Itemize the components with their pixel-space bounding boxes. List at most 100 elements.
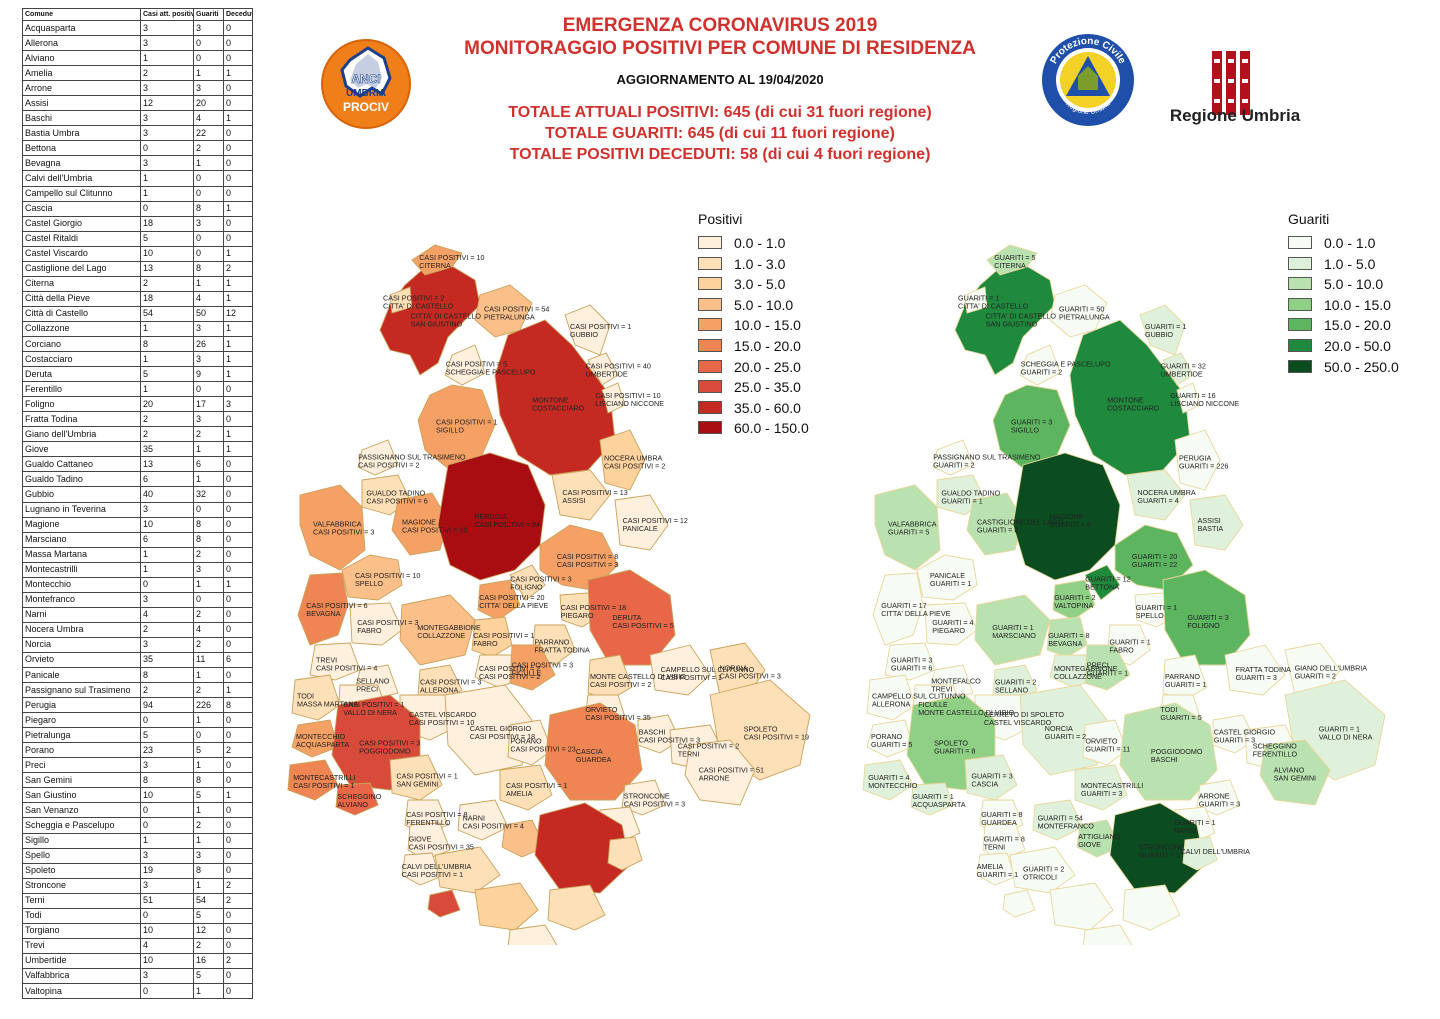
cell-comune: Marsciano — [22, 531, 141, 548]
guariti-municipality-lisciano — [932, 439, 974, 476]
cell-guariti: 5 — [193, 907, 224, 924]
page-title: EMERGENZA CORONAVIRUS 2019 — [562, 15, 878, 36]
guariti-label: CITTA' DI CASTELLO — [958, 302, 1029, 311]
cell-positivi: 8 — [140, 772, 194, 789]
positivi-label: CASI POSITIVI = 18 — [470, 732, 535, 741]
guariti-label: GUARITI = 5 — [888, 528, 929, 537]
guariti-label: CASTEL VISCARDO — [984, 718, 1052, 727]
table-row: Todi 0 5 0 — [22, 907, 253, 924]
positivi-label: SCHEGGINO — [337, 792, 381, 801]
table-row: Stroncone 3 1 2 — [22, 877, 253, 894]
cell-guariti: 2 — [193, 426, 224, 443]
guariti-label: GUARITI = 12 — [1085, 574, 1130, 583]
legend-swatch — [1288, 318, 1312, 332]
cell-guariti: 1 — [193, 65, 224, 82]
cell-deceduti: 0 — [223, 847, 253, 864]
cell-positivi: 3 — [140, 155, 194, 172]
guariti-label: GUARITI = 2 — [933, 460, 974, 469]
cell-deceduti: 0 — [223, 140, 253, 157]
cell-guariti: 50 — [193, 305, 224, 322]
table-row: Gubbio 40 32 0 — [22, 486, 253, 503]
cell-positivi: 5 — [140, 366, 194, 383]
cell-guariti: 1 — [193, 832, 224, 849]
cell-comune: Montecchio — [22, 576, 141, 593]
column-header-guariti: Guariti — [193, 8, 224, 21]
table-row: Amelia 2 1 1 — [22, 65, 253, 82]
legend-swatch — [698, 359, 722, 373]
guariti-label: PORANO — [871, 732, 903, 741]
table-row: Baschi 3 4 1 — [22, 110, 253, 127]
cell-positivi: 10 — [140, 516, 194, 533]
positivi-municipality-cascia — [684, 739, 756, 806]
anci-umbria-prociv-logo: ANCI UMBRIA PROCIV — [321, 39, 411, 129]
positivi-municipality-narni — [474, 882, 539, 931]
positivi-label: CASI POSITIVI = 94 — [475, 520, 540, 529]
cell-guariti: 0 — [193, 245, 224, 262]
guariti-municipality-narni — [1049, 882, 1114, 931]
positivi-label: NARNI — [463, 813, 485, 822]
guariti-label: CITERNA — [994, 261, 1026, 270]
positivi-municipality-porano — [335, 782, 379, 816]
cell-positivi: 3 — [140, 636, 194, 653]
positivi-label: ARRONE — [699, 774, 730, 783]
cell-comune: Spello — [22, 847, 141, 864]
positivi-label: TREVI — [316, 656, 337, 665]
table-row: Panicale 8 1 0 — [22, 667, 253, 684]
cell-deceduti: 0 — [223, 35, 253, 52]
cell-deceduti: 0 — [223, 907, 253, 924]
cell-deceduti: 6 — [223, 651, 253, 669]
cell-guariti: 12 — [193, 922, 224, 939]
cell-comune: Stroncone — [22, 877, 141, 894]
positivi-label: CASI POSITIVI = 3 — [313, 528, 374, 537]
positivi-label: CASI POSITIVI = 2 — [678, 742, 739, 751]
positivi-municipality-scheggia — [564, 304, 611, 356]
legend-swatch — [698, 318, 722, 332]
guariti-label: CASCIA — [971, 780, 998, 789]
cell-deceduti: 0 — [223, 80, 253, 97]
legend-positivi: Positivi 0.0 - 1.0 1.0 - 3.0 3.0 - 5.0 5.0 … — [698, 211, 838, 441]
cell-comune: Assisi — [22, 95, 141, 112]
table-row: Foligno 20 17 3 — [22, 396, 253, 413]
positivi-municipality-scheggino — [621, 779, 666, 816]
positivi-label: CITTA' DELLA PIEVE — [479, 601, 548, 610]
legend-swatch — [1288, 236, 1312, 249]
cell-comune: Piegaro — [22, 712, 141, 729]
cell-guariti: 3 — [193, 561, 224, 578]
guariti-municipality-scheggino — [1196, 779, 1241, 816]
cell-deceduti: 1 — [223, 110, 253, 127]
cell-comune: San Gemini — [22, 772, 141, 789]
guariti-label: SAN GEMINI — [1274, 774, 1316, 783]
cell-deceduti: 0 — [223, 486, 253, 503]
positivi-municipality-costacciaro — [587, 352, 619, 386]
legend-swatch — [698, 400, 722, 414]
positivi-label: DERUTA — [612, 613, 641, 622]
positivi-municipality-san-giustino — [411, 244, 463, 276]
cell-deceduti: 0 — [223, 817, 253, 834]
positivi-label: TERNI — [678, 750, 700, 759]
table-row: Bettona 0 2 0 — [22, 140, 253, 157]
cell-deceduti: 1 — [223, 441, 253, 458]
positivi-label: ASSISI — [562, 496, 585, 505]
guariti-label: GUARITI = 8 — [981, 810, 1022, 819]
table-header-row: Comune Casi att. positivi Guariti Decedu… — [22, 8, 253, 21]
table-row: Campello sul Clitunno 1 0 0 — [22, 185, 253, 202]
table-row: Marsciano 6 8 0 — [22, 531, 253, 548]
cell-guariti: 0 — [193, 50, 224, 67]
positivi-label: CASI POSITIVI = 10 — [402, 526, 467, 535]
cell-positivi: 1 — [140, 546, 194, 563]
cell-positivi: 2 — [140, 275, 194, 292]
guariti-label: BASTIA — [1198, 524, 1224, 533]
positivi-label: CASI POSITIVI = 1 — [506, 781, 567, 790]
cell-comune: Terni — [22, 892, 141, 909]
guariti-label: SIGILLO — [1011, 425, 1039, 434]
cell-positivi: 4 — [140, 606, 194, 623]
guariti-label: GUARITI = 6 — [891, 664, 932, 673]
guariti-label: SELLANO — [995, 686, 1029, 695]
positivi-municipality-castel-viscardo — [291, 719, 339, 758]
positivi-label: PASSIGNANO SUL TRASIMENO — [358, 452, 466, 461]
positivi-label: POGGIODOMO — [359, 747, 411, 756]
guariti-label: GUARITI = 1 — [1174, 818, 1215, 827]
guariti-label: OTRICOLI — [1023, 872, 1057, 881]
cell-guariti: 0 — [193, 185, 224, 202]
cell-comune: Norcia — [22, 636, 141, 653]
